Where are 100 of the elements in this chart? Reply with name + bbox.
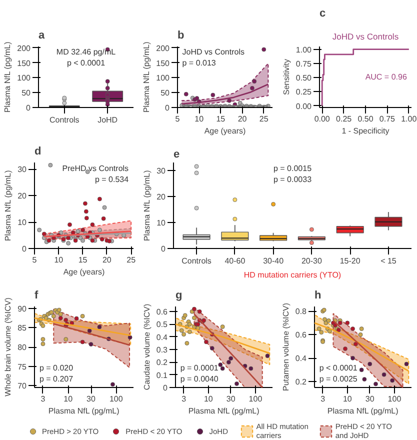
y-tick-label: 30 bbox=[18, 165, 28, 174]
annotation: p = 0.207 bbox=[39, 374, 74, 384]
x-tick-label: 5 bbox=[32, 256, 38, 264]
chart-title: d bbox=[34, 146, 42, 158]
x-tick-label: 30 bbox=[226, 394, 236, 404]
x-tick-label: 3 bbox=[182, 394, 187, 404]
y-tick-label: 85 bbox=[18, 324, 28, 333]
x-tick-label: 100 bbox=[388, 394, 402, 404]
y-tick-label: 0 bbox=[165, 104, 170, 112]
y-tick-label: 0.5 bbox=[156, 320, 168, 330]
x-axis-title: 1 - Specificity bbox=[342, 126, 390, 136]
chart-title: a bbox=[38, 30, 46, 42]
x-tick-label: 15-20 bbox=[340, 256, 361, 266]
y-tick-label: 0.8 bbox=[295, 307, 308, 316]
y-tick-label: 0 bbox=[163, 384, 168, 392]
y-tick-label: 70 bbox=[18, 382, 28, 391]
y-tick-label: 0.3 bbox=[156, 346, 168, 355]
y-axis-title: Sensitivity bbox=[282, 58, 291, 96]
annotation: p = 0.0015 bbox=[273, 164, 312, 174]
y-tick-label: 10 bbox=[18, 218, 28, 228]
x-tick-label: Controls bbox=[182, 256, 212, 266]
x-tick-label: 10 bbox=[64, 394, 74, 404]
chart-title: b bbox=[178, 30, 184, 42]
x-tick-label: 10 bbox=[342, 394, 352, 404]
x-tick-label: 40-60 bbox=[224, 256, 246, 266]
x-axis-title: Plasma NfL (pg/mL) bbox=[188, 406, 260, 416]
y-axis-title: Plasma NfL (pg/mL) bbox=[4, 170, 13, 242]
annotation: p = 0.0001 bbox=[180, 363, 219, 372]
y-tick-label: 200 bbox=[156, 44, 170, 53]
x-tick-label: 20-30 bbox=[301, 256, 322, 266]
y-axis-title: Putamen volume (%ICV) bbox=[281, 302, 290, 392]
annotation: AUC = 0.96 bbox=[365, 72, 408, 82]
y-tick-label: 30 bbox=[156, 166, 166, 176]
x-tick-label: 30-40 bbox=[263, 256, 284, 266]
y-tick-label: 0.2 bbox=[295, 378, 308, 387]
chart-title: f bbox=[34, 290, 38, 302]
x-tick-label: 10 bbox=[54, 256, 64, 264]
y-tick-label: 150 bbox=[156, 58, 170, 68]
x-axis-title: HD mutation carriers (YTO) bbox=[244, 270, 342, 280]
x-tick-label: 30 bbox=[86, 394, 96, 404]
annotation: p < 0.0001 bbox=[319, 363, 358, 372]
x-tick-label: 10 bbox=[204, 394, 214, 404]
x-axis-title: Age (years) bbox=[63, 268, 106, 276]
x-tick-label: 30 bbox=[365, 394, 375, 404]
y-tick-label: 20 bbox=[156, 192, 166, 202]
annotation: p = 0.013 bbox=[182, 58, 216, 68]
annotation: MD 32.46 pg/mL p < 0.0001 bbox=[56, 48, 116, 68]
annotation: p = 0.534 bbox=[94, 175, 130, 184]
x-tick-label: 0.00 bbox=[314, 114, 330, 124]
x-axis-title: Age (years) bbox=[204, 126, 246, 136]
y-tick-label: 0.75 bbox=[296, 59, 312, 68]
annotation: p = 0.0040 bbox=[180, 374, 219, 384]
y-axis-title: Whole brain volume (%ICV) bbox=[4, 297, 13, 396]
y-tick-label: 0.4 bbox=[156, 332, 168, 342]
chart-subtitle: JoHD vs Controls bbox=[332, 32, 399, 42]
y-tick-label: 0 bbox=[26, 104, 32, 112]
y-tick-label: 0 bbox=[161, 244, 166, 254]
x-tick-label: 3 bbox=[40, 394, 46, 404]
x-tick-label: 20 bbox=[238, 114, 248, 124]
y-tick-label: 20 bbox=[18, 192, 28, 201]
y-axis-title: Plasma NfL (pg/mL) bbox=[142, 170, 152, 242]
y-axis-title: Plasma NfL (pg/mL) bbox=[142, 41, 152, 113]
x-tick-label: Controls bbox=[50, 116, 80, 124]
chart-title: h bbox=[314, 290, 322, 302]
y-tick-label: 100 bbox=[17, 74, 32, 83]
annotation: p = 0.020 bbox=[39, 363, 74, 372]
x-tick-label: 20 bbox=[102, 256, 112, 264]
chart-title: e bbox=[174, 148, 180, 160]
annotation: p = 0.0033 bbox=[273, 175, 312, 184]
y-tick-label: 80 bbox=[18, 343, 28, 352]
annotation: p = 0.0025 bbox=[319, 374, 358, 384]
x-tick-label: 25 bbox=[259, 114, 269, 124]
x-tick-label: 5 bbox=[175, 114, 180, 124]
x-tick-label: 100 bbox=[109, 394, 124, 404]
x-tick-label: 1.00 bbox=[401, 114, 417, 124]
x-axis-title: Plasma NfL (pg/mL) bbox=[327, 406, 399, 416]
y-tick-label: 0.50 bbox=[296, 74, 312, 83]
y-tick-label: 100 bbox=[156, 74, 170, 83]
y-tick-label: 0 bbox=[22, 244, 28, 254]
x-axis-title: Plasma NfL (pg/mL) bbox=[48, 406, 120, 416]
y-tick-label: 0.1 bbox=[156, 370, 168, 380]
annotation: PreHD vs Controls bbox=[62, 164, 129, 174]
y-tick-label: 0.6 bbox=[295, 330, 308, 340]
y-tick-label: 0.4 bbox=[295, 354, 308, 364]
y-axis-title: Caudate volume (%ICV) bbox=[142, 304, 152, 390]
chart-title: c bbox=[320, 8, 326, 20]
x-tick-label: 25 bbox=[126, 256, 136, 264]
y-tick-label: 50 bbox=[160, 88, 170, 98]
x-tick-label: 15 bbox=[78, 256, 88, 264]
y-tick-label: 0.00 bbox=[296, 102, 312, 111]
x-tick-label: < 15 bbox=[380, 256, 397, 266]
y-tick-label: 0.25 bbox=[296, 88, 312, 97]
x-tick-label: 10 bbox=[194, 114, 204, 124]
x-tick-label: 15 bbox=[216, 114, 226, 124]
x-tick-label: 100 bbox=[248, 394, 263, 404]
chart-title: g bbox=[176, 290, 182, 302]
y-tick-label: 1.00 bbox=[296, 45, 312, 54]
y-tick-label: 50 bbox=[22, 88, 32, 98]
x-tick-label: 0.50 bbox=[358, 114, 374, 124]
x-tick-label: 3 bbox=[320, 394, 326, 404]
